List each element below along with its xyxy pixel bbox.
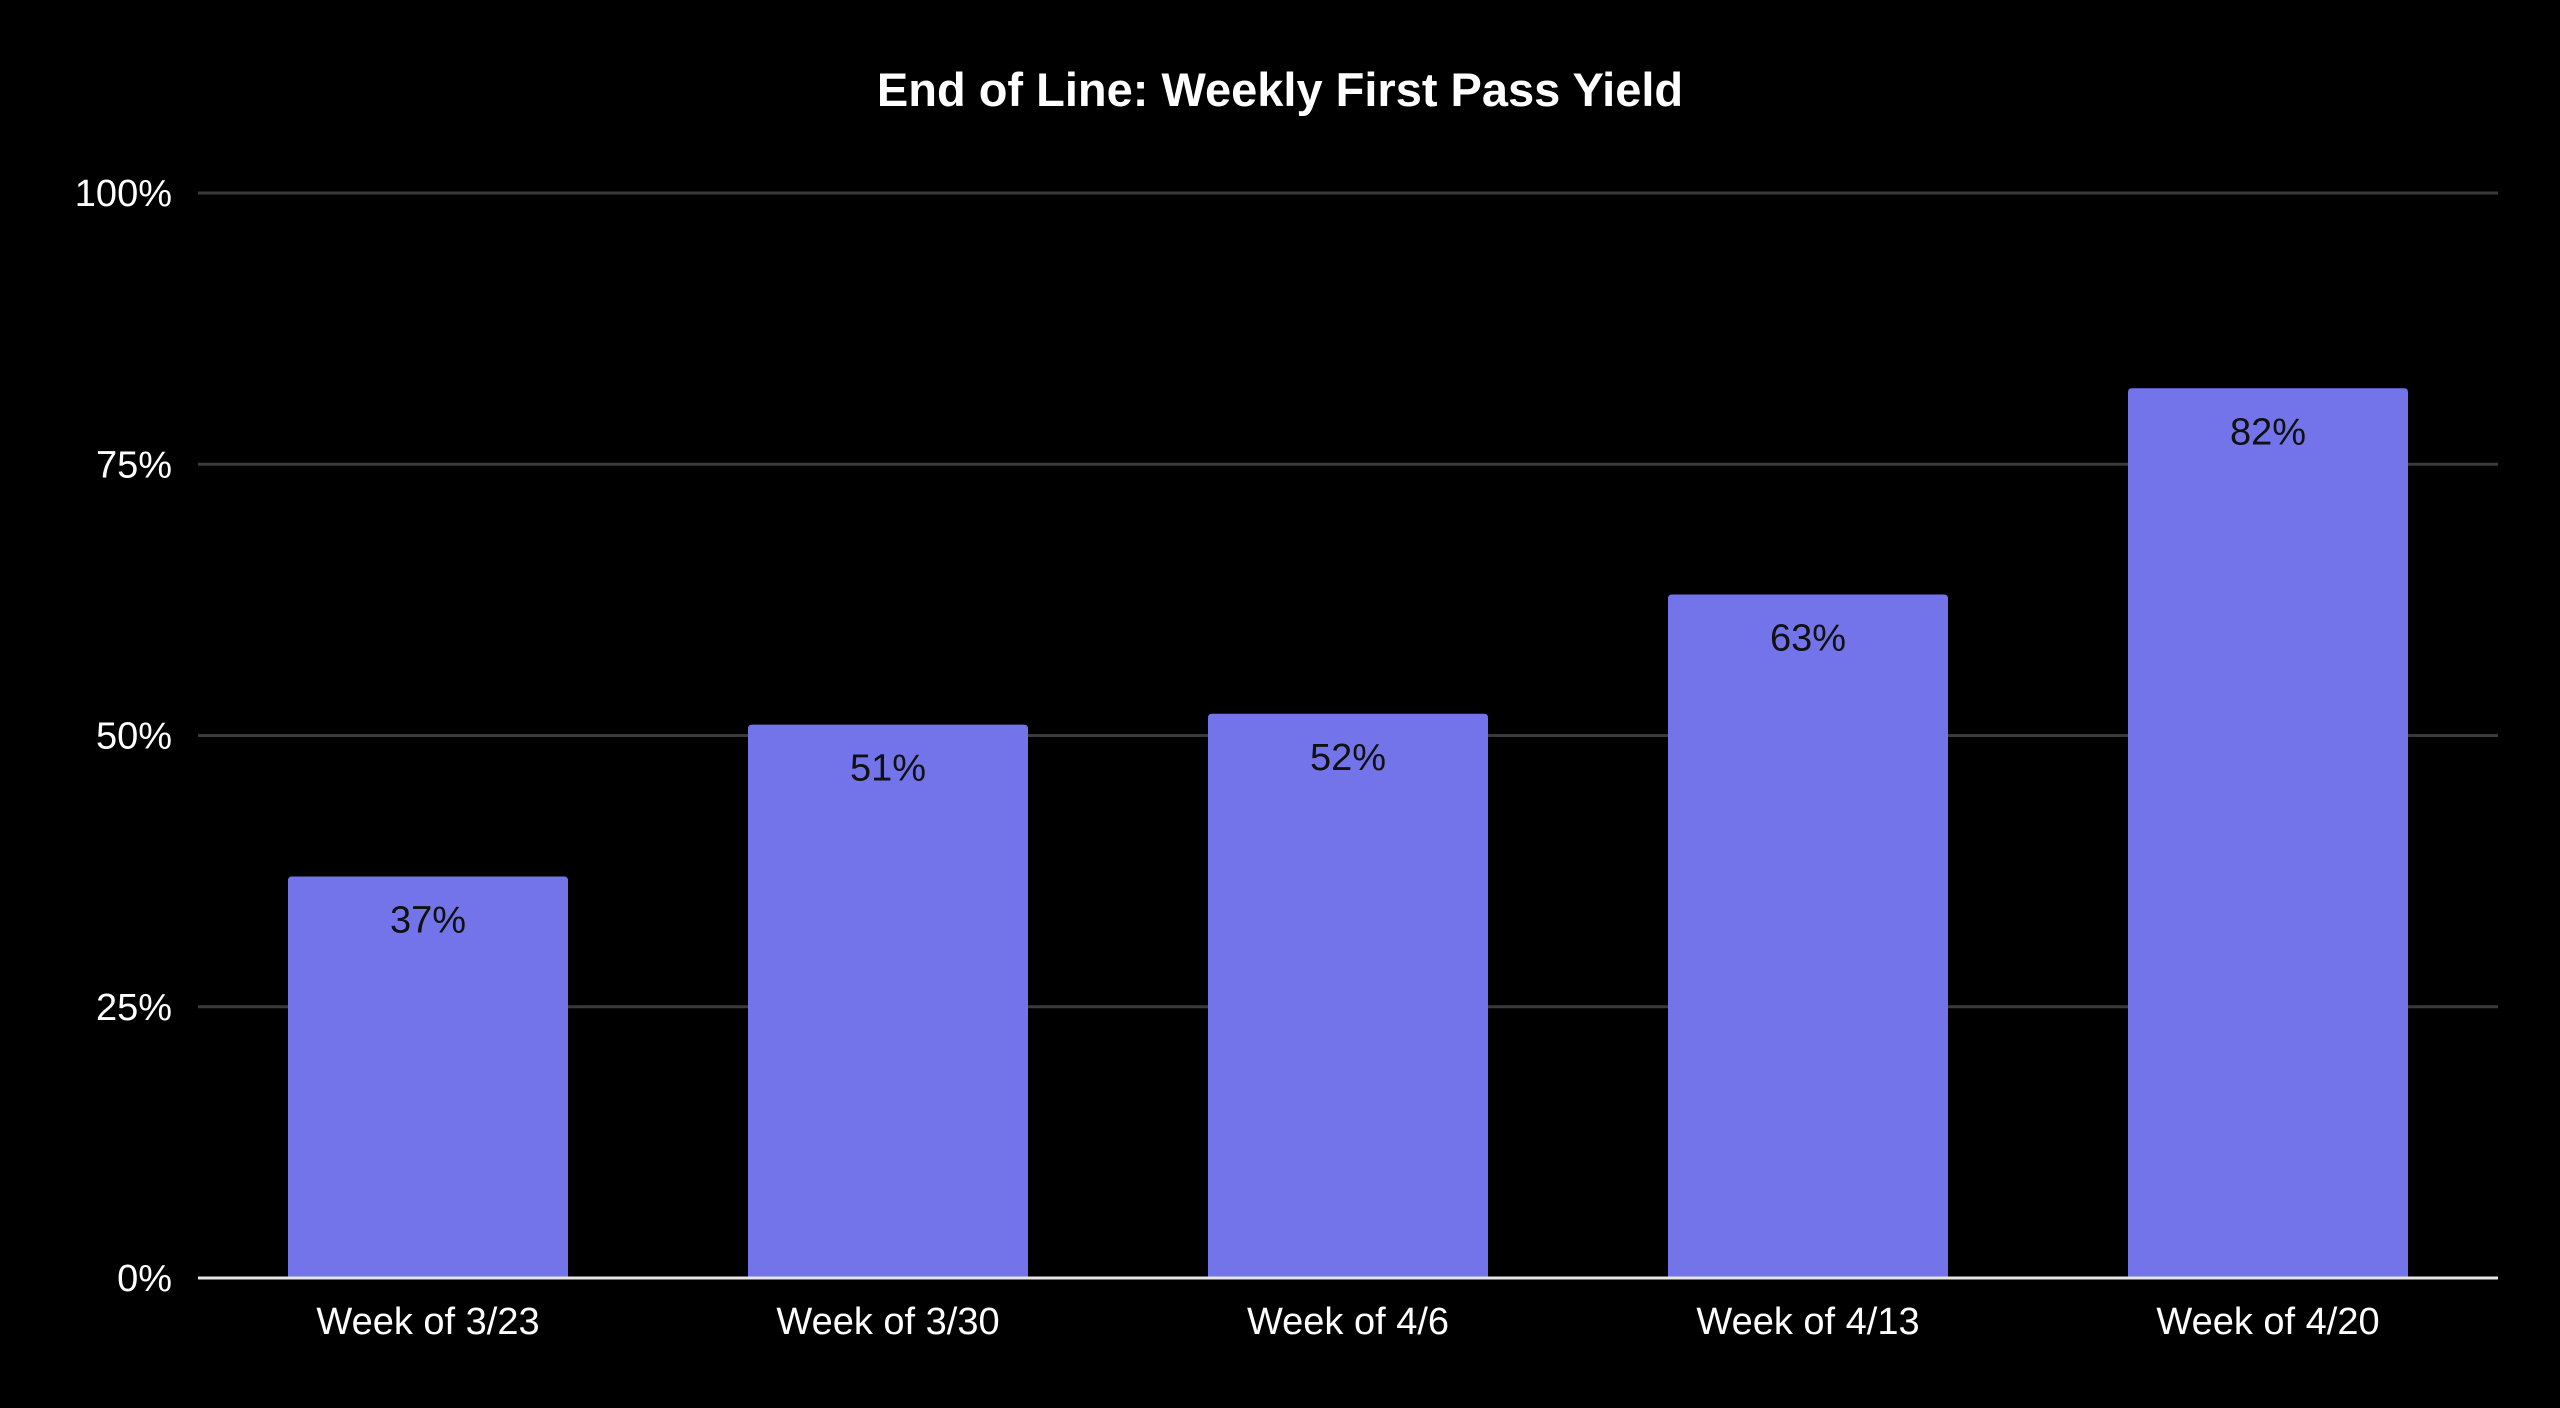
x-tick-label-5: Week of 4/20 — [2156, 1301, 2379, 1343]
y-tick-label: 0% — [117, 1258, 172, 1300]
y-tick-label: 75% — [96, 444, 172, 486]
axes: 0% 25% 50% 75% 100% Week of 3/23 Week of 3/30 W… — [75, 173, 2498, 1343]
data-label-4: 63% — [1770, 617, 1846, 659]
x-tick-label-1: Week of 3/23 — [316, 1301, 539, 1343]
bar-4[interactable] — [1668, 594, 1948, 1278]
bars: 37% 51% 52% 63% 82% — [288, 388, 2408, 1278]
y-tick-label: 50% — [96, 716, 172, 758]
chart-title: End of Line: Weekly First Pass Yield — [876, 63, 1684, 116]
x-tick-label-4: Week of 4/13 — [1696, 1301, 1919, 1343]
data-label-3: 52% — [1310, 737, 1386, 779]
y-tick-label: 25% — [96, 987, 172, 1029]
x-tick-label-2: Week of 3/30 — [776, 1301, 999, 1343]
bar-1[interactable] — [288, 876, 568, 1278]
data-label-1: 37% — [390, 900, 466, 942]
data-label-5: 82% — [2230, 411, 2306, 453]
bar-3[interactable] — [1208, 713, 1488, 1278]
data-label-2: 51% — [850, 748, 926, 790]
bar-2[interactable] — [748, 724, 1028, 1278]
x-tick-label-3: Week of 4/6 — [1247, 1301, 1449, 1343]
bar-5[interactable] — [2128, 388, 2408, 1278]
y-tick-label: 100% — [75, 173, 172, 215]
